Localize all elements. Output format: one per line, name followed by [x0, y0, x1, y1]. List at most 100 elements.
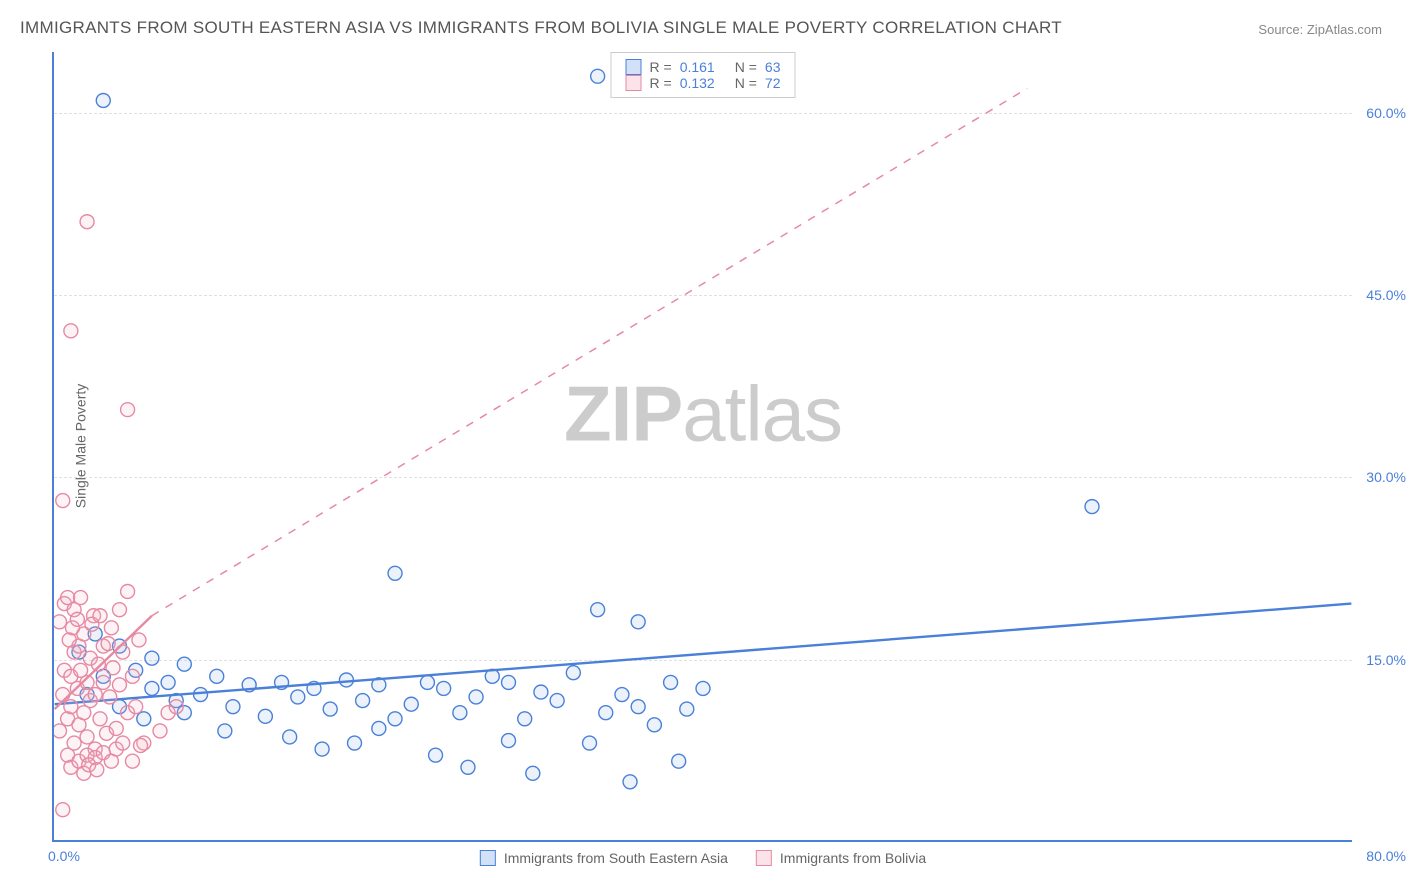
scatter-point	[356, 694, 370, 708]
n-label: N =	[735, 59, 757, 75]
scatter-point	[680, 702, 694, 716]
scatter-point	[90, 763, 104, 777]
scatter-point	[502, 734, 516, 748]
scatter-point	[404, 697, 418, 711]
scatter-point	[96, 675, 110, 689]
scatter-point	[566, 666, 580, 680]
correlation-row-series-b: R = 0.132 N = 72	[626, 75, 781, 91]
swatch-series-a	[626, 59, 642, 75]
correlation-row-series-a: R = 0.161 N = 63	[626, 59, 781, 75]
series-legend: Immigrants from South Eastern Asia Immig…	[480, 850, 926, 866]
scatter-point	[591, 69, 605, 83]
scatter-point	[121, 584, 135, 598]
scatter-point	[631, 615, 645, 629]
chart-plot-area: ZIPatlas R = 0.161 N = 63 R = 0.132 N = …	[52, 52, 1352, 842]
scatter-point	[56, 494, 70, 508]
scatter-point	[372, 721, 386, 735]
r-label: R =	[650, 75, 672, 91]
scatter-point	[125, 669, 139, 683]
scatter-point	[129, 700, 143, 714]
scatter-point	[145, 681, 159, 695]
scatter-point	[74, 591, 88, 605]
trend-line-extension	[152, 88, 1027, 615]
scatter-point	[112, 603, 126, 617]
n-value-b: 72	[765, 75, 781, 91]
source-label: Source:	[1258, 22, 1303, 37]
scatter-point	[518, 712, 532, 726]
scatter-point	[145, 651, 159, 665]
scatter-point	[106, 661, 120, 675]
scatter-point	[62, 633, 76, 647]
scatter-point	[96, 94, 110, 108]
scatter-point	[599, 706, 613, 720]
scatter-point	[526, 766, 540, 780]
legend-item-b: Immigrants from Bolivia	[756, 850, 926, 866]
scatter-point	[54, 724, 66, 738]
swatch-series-b	[756, 850, 772, 866]
scatter-point	[161, 675, 175, 689]
scatter-point	[104, 621, 118, 635]
scatter-point	[137, 712, 151, 726]
xtick-max: 80.0%	[1366, 848, 1406, 864]
legend-label-b: Immigrants from Bolivia	[780, 850, 926, 866]
scatter-point	[88, 688, 102, 702]
r-label: R =	[650, 59, 672, 75]
scatter-point	[388, 566, 402, 580]
scatter-svg	[54, 52, 1352, 840]
ytick-label: 30.0%	[1366, 469, 1406, 485]
scatter-point	[101, 637, 115, 651]
swatch-series-b	[626, 75, 642, 91]
scatter-point	[672, 754, 686, 768]
scatter-point	[550, 694, 564, 708]
scatter-point	[1085, 500, 1099, 514]
r-value-b: 0.132	[680, 75, 715, 91]
n-value-a: 63	[765, 59, 781, 75]
scatter-point	[388, 712, 402, 726]
ytick-label: 15.0%	[1366, 652, 1406, 668]
r-value-a: 0.161	[680, 59, 715, 75]
scatter-point	[67, 736, 81, 750]
scatter-point	[91, 657, 105, 671]
scatter-point	[631, 700, 645, 714]
scatter-point	[103, 690, 117, 704]
scatter-point	[615, 688, 629, 702]
scatter-point	[534, 685, 548, 699]
scatter-point	[664, 675, 678, 689]
scatter-point	[134, 738, 148, 752]
chart-title: IMMIGRANTS FROM SOUTH EASTERN ASIA VS IM…	[20, 18, 1062, 38]
scatter-point	[210, 669, 224, 683]
source-value: ZipAtlas.com	[1307, 22, 1382, 37]
ytick-label: 45.0%	[1366, 287, 1406, 303]
scatter-point	[54, 615, 66, 629]
scatter-point	[420, 675, 434, 689]
swatch-series-a	[480, 850, 496, 866]
scatter-point	[109, 721, 123, 735]
scatter-point	[339, 673, 353, 687]
scatter-point	[70, 612, 84, 626]
scatter-point	[348, 736, 362, 750]
scatter-point	[112, 678, 126, 692]
scatter-point	[437, 681, 451, 695]
scatter-point	[226, 700, 240, 714]
scatter-point	[647, 718, 661, 732]
scatter-point	[696, 681, 710, 695]
scatter-point	[315, 742, 329, 756]
legend-label-a: Immigrants from South Eastern Asia	[504, 850, 728, 866]
scatter-point	[116, 736, 130, 750]
n-label: N =	[735, 75, 757, 91]
scatter-point	[56, 803, 70, 817]
scatter-point	[153, 724, 167, 738]
scatter-point	[56, 688, 70, 702]
xtick-min: 0.0%	[48, 848, 80, 864]
scatter-point	[80, 730, 94, 744]
scatter-point	[121, 403, 135, 417]
scatter-point	[469, 690, 483, 704]
scatter-point	[461, 760, 475, 774]
scatter-point	[502, 675, 516, 689]
scatter-point	[291, 690, 305, 704]
scatter-point	[591, 603, 605, 617]
scatter-point	[93, 712, 107, 726]
source-attribution: Source: ZipAtlas.com	[1258, 22, 1382, 37]
scatter-point	[583, 736, 597, 750]
scatter-point	[218, 724, 232, 738]
